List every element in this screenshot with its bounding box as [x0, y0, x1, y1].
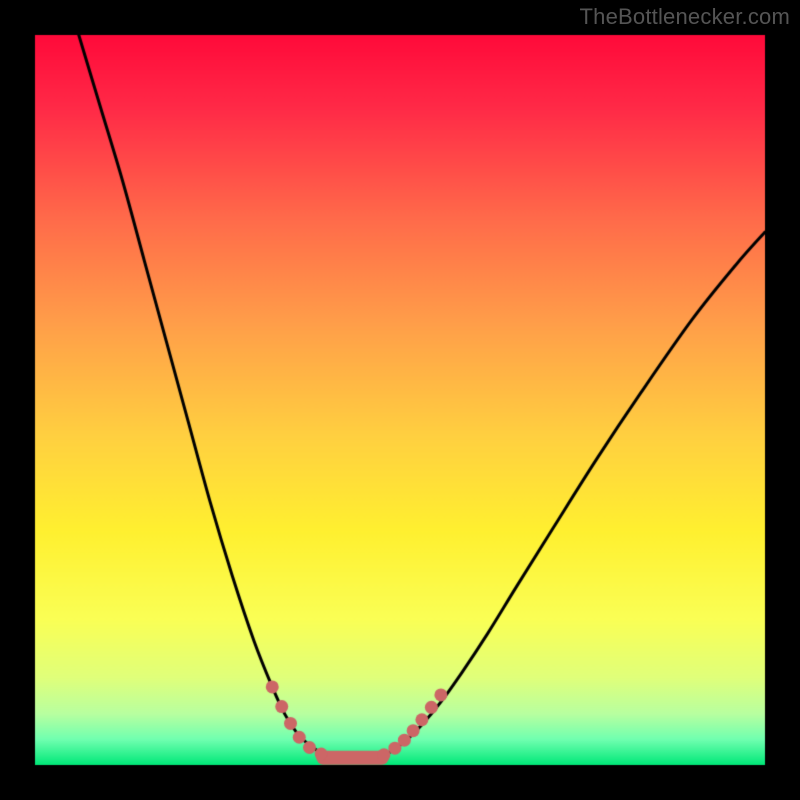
bottleneck-curve-chart [0, 0, 800, 800]
watermark-text: TheBottlenecker.com [580, 4, 790, 30]
